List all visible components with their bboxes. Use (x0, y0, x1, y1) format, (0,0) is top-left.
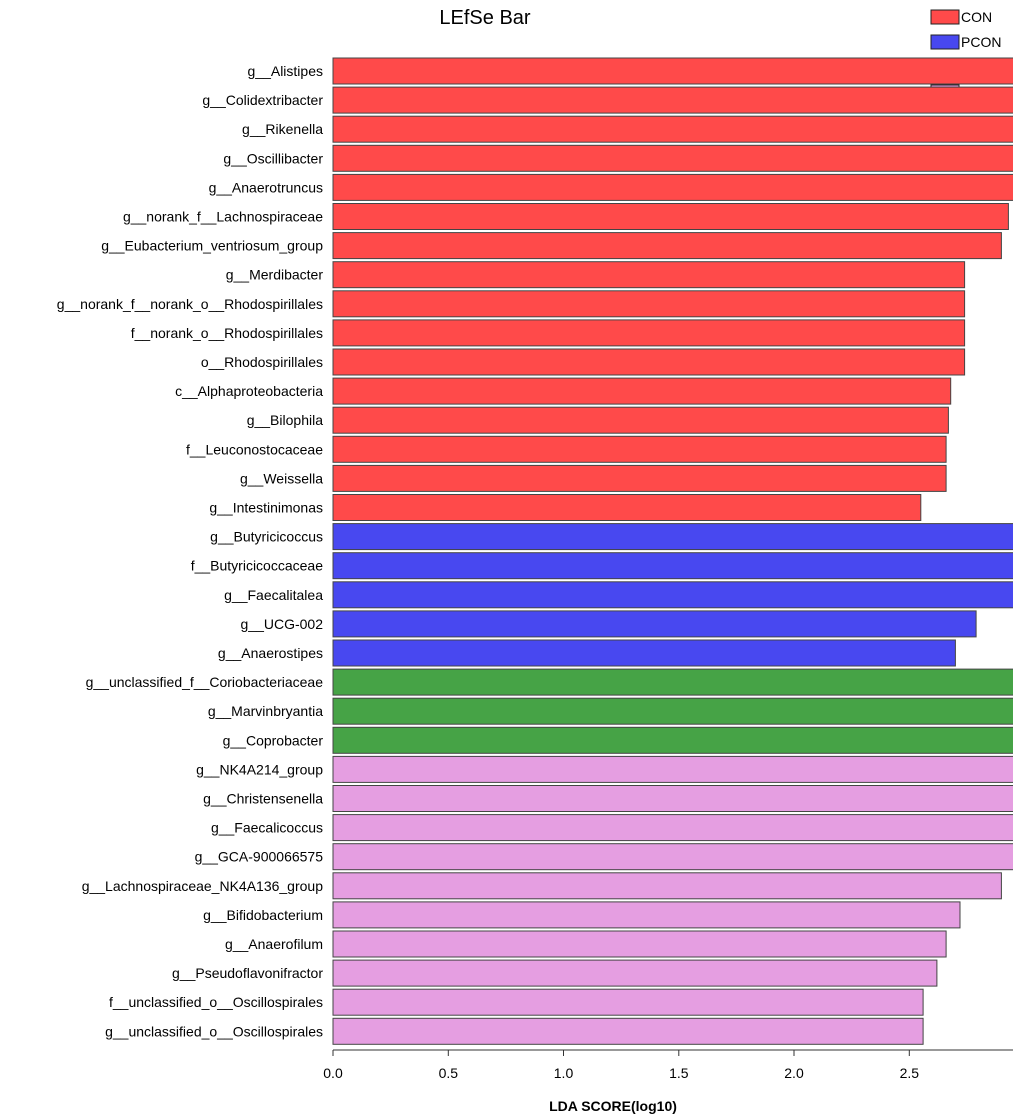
category-label: g__norank_f__norank_o__Rhodospirillales (57, 296, 323, 312)
bar-glc2 (332, 872, 1002, 900)
bar-con (332, 232, 1002, 260)
category-label: g__Faecalicoccus (211, 820, 323, 836)
bar-glc1 (332, 726, 1013, 754)
bars (332, 57, 1013, 1045)
bar-con (332, 406, 949, 434)
bar-glc2 (332, 814, 1013, 842)
category-label: g__GCA-900066575 (195, 849, 324, 865)
bar-pcon (332, 523, 1013, 551)
category-label: g__Bilophila (247, 412, 323, 428)
category-label: f__Leuconostocaceae (186, 441, 323, 457)
category-label: o__Rhodospirillales (201, 354, 323, 370)
chart-title: LEfSe Bar (439, 7, 531, 29)
category-label: g__Anaerofilum (225, 936, 323, 952)
category-label: g__Christensenella (203, 791, 323, 807)
x-tick-label: 0.0 (323, 1065, 343, 1081)
bar-glc2 (332, 901, 961, 929)
legend-label: CON (961, 9, 992, 25)
category-label: g__UCG-002 (241, 616, 324, 632)
category-label: f__Butyricicoccaceae (191, 558, 324, 574)
bar-glc2 (332, 988, 924, 1016)
category-label: g__Intestinimonas (209, 500, 323, 516)
bar-glc2 (332, 1017, 924, 1045)
category-label: g__Oscillibacter (223, 150, 323, 166)
bar-con (332, 203, 1009, 230)
bar-con (332, 115, 1013, 143)
bar-con (332, 435, 947, 463)
bar-pcon (332, 610, 977, 638)
category-label: g__Colidextribacter (202, 92, 323, 108)
category-label: g__norank_f__Lachnospiraceae (123, 209, 323, 225)
bar-con (332, 377, 952, 405)
bar-glc1 (332, 668, 1013, 696)
bar-glc2 (332, 959, 938, 987)
legend-label: PCON (961, 34, 1001, 50)
bar-con (332, 290, 966, 318)
bar-glc2 (332, 755, 1013, 783)
bar-con (332, 57, 1013, 85)
category-label: g__Marvinbryantia (208, 703, 323, 719)
category-label: g__Weissella (240, 470, 323, 486)
legend-swatch (930, 34, 960, 50)
bar-pcon (332, 639, 956, 667)
bar-con (332, 464, 947, 492)
category-label: g__Butyricicoccus (210, 529, 323, 545)
category-label: g__unclassified_o__Oscillospirales (105, 1023, 323, 1039)
x-tick-label: 1.5 (669, 1065, 689, 1081)
bar-glc1 (332, 697, 1013, 725)
bar-con (332, 86, 1013, 114)
x-axis-label: LDA SCORE(log10) (549, 1098, 677, 1114)
category-label: g__Coprobacter (223, 732, 324, 748)
category-label: g__Anaerostipes (218, 645, 323, 661)
bar-con (332, 319, 966, 347)
category-label: f__norank_o__Rhodospirillales (131, 325, 323, 341)
x-tick-label: 1.0 (554, 1065, 574, 1081)
bar-con (332, 144, 1013, 172)
x-tick-label: 2.0 (784, 1065, 804, 1081)
category-label: g__Alistipes (248, 63, 324, 79)
legend: CONPCONGLC1GLC2 (930, 9, 1001, 100)
bar-con (332, 261, 966, 289)
bar-con (332, 348, 966, 376)
category-label: g__NK4A214_group (196, 761, 323, 777)
category-label: c__Alphaproteobacteria (175, 383, 323, 399)
bar-con (332, 173, 1013, 201)
category-label: g__Pseudoflavonifractor (172, 965, 323, 981)
category-label: g__Rikenella (242, 121, 323, 137)
bar-glc2 (332, 843, 1013, 871)
x-axis: 0.00.51.01.52.02.53.03.54.04.5 (323, 1049, 1013, 1081)
x-tick-label: 0.5 (439, 1065, 459, 1081)
bar-pcon (332, 581, 1013, 609)
legend-swatch (930, 9, 960, 25)
bar-con (332, 494, 922, 521)
category-labels: g__Alistipes g__Colidextribacter g__Rikene… (57, 63, 324, 1039)
category-label: g__Lachnospiraceae_NK4A136_group (82, 878, 324, 894)
bar-glc2 (332, 930, 947, 958)
category-label: f__unclassified_o__Oscillospirales (109, 994, 323, 1010)
category-label: g__Merdibacter (226, 267, 324, 283)
category-label: g__Eubacterium_ventriosum_group (101, 238, 323, 254)
category-label: g__unclassified_f__Coriobacteriaceae (86, 674, 324, 690)
bar-glc2 (332, 785, 1013, 812)
category-label: g__Faecalitalea (224, 587, 323, 603)
x-tick-label: 2.5 (900, 1065, 920, 1081)
category-label: g__Anaerotruncus (209, 179, 323, 195)
bar-pcon (332, 552, 1013, 580)
category-label: g__Bifidobacterium (203, 907, 323, 923)
